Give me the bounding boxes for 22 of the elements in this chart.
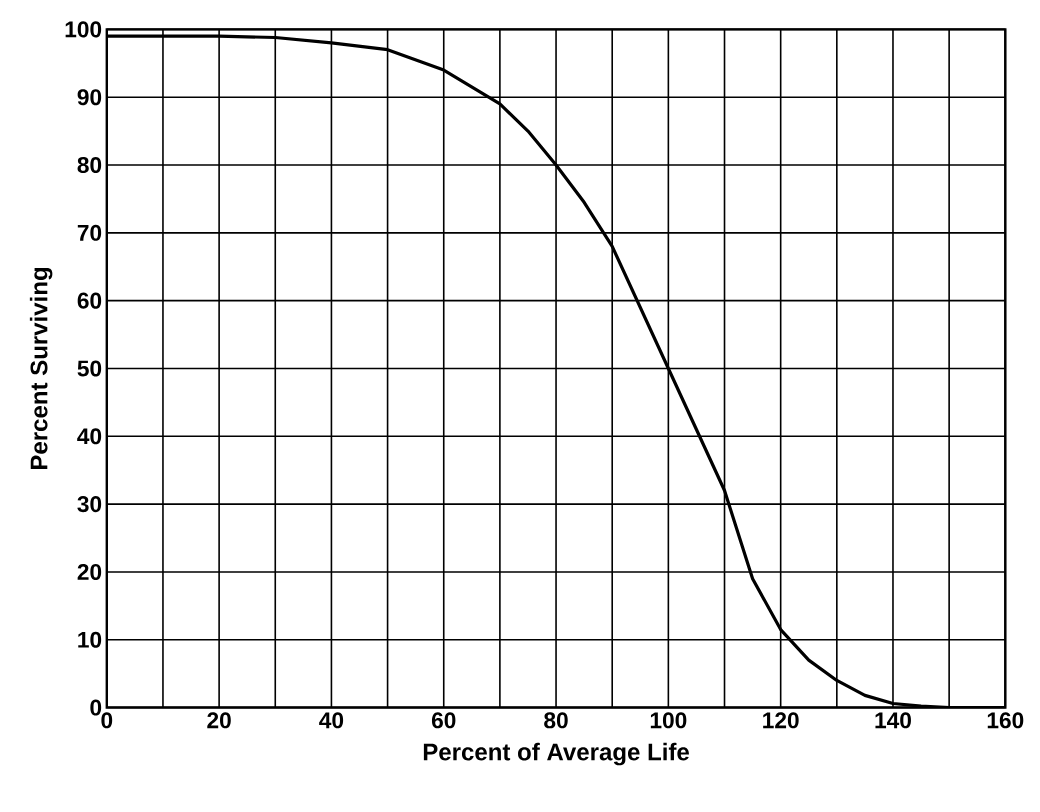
- x-tick-label: 120: [763, 712, 799, 729]
- y-axis-title: Percent Surviving: [29, 268, 53, 470]
- x-tick-label: 80: [544, 712, 568, 729]
- y-tick-label: 20: [77, 564, 102, 581]
- y-tick-label: 40: [77, 428, 102, 445]
- x-tick-label: 40: [319, 712, 344, 729]
- y-tick-label: 60: [77, 292, 102, 309]
- y-tick-label: 0: [90, 699, 102, 716]
- y-tick-label: 50: [77, 360, 102, 377]
- y-tick-label: 100: [65, 21, 102, 38]
- x-tick-label: 60: [431, 712, 456, 729]
- y-tick-label: 80: [77, 157, 102, 174]
- x-tick-label: 20: [207, 712, 231, 729]
- x-tick-label: 140: [875, 712, 911, 729]
- y-tick-label: 10: [78, 631, 102, 648]
- y-tick-label: 70: [77, 224, 102, 242]
- y-tick-label: 90: [77, 89, 102, 106]
- x-tick-label: 160: [987, 712, 1024, 729]
- x-tick-label: 0: [101, 712, 113, 729]
- y-tick-label: 30: [77, 496, 102, 513]
- x-tick-label: 100: [650, 712, 687, 729]
- x-axis-title: Percent of Average Life: [423, 743, 689, 766]
